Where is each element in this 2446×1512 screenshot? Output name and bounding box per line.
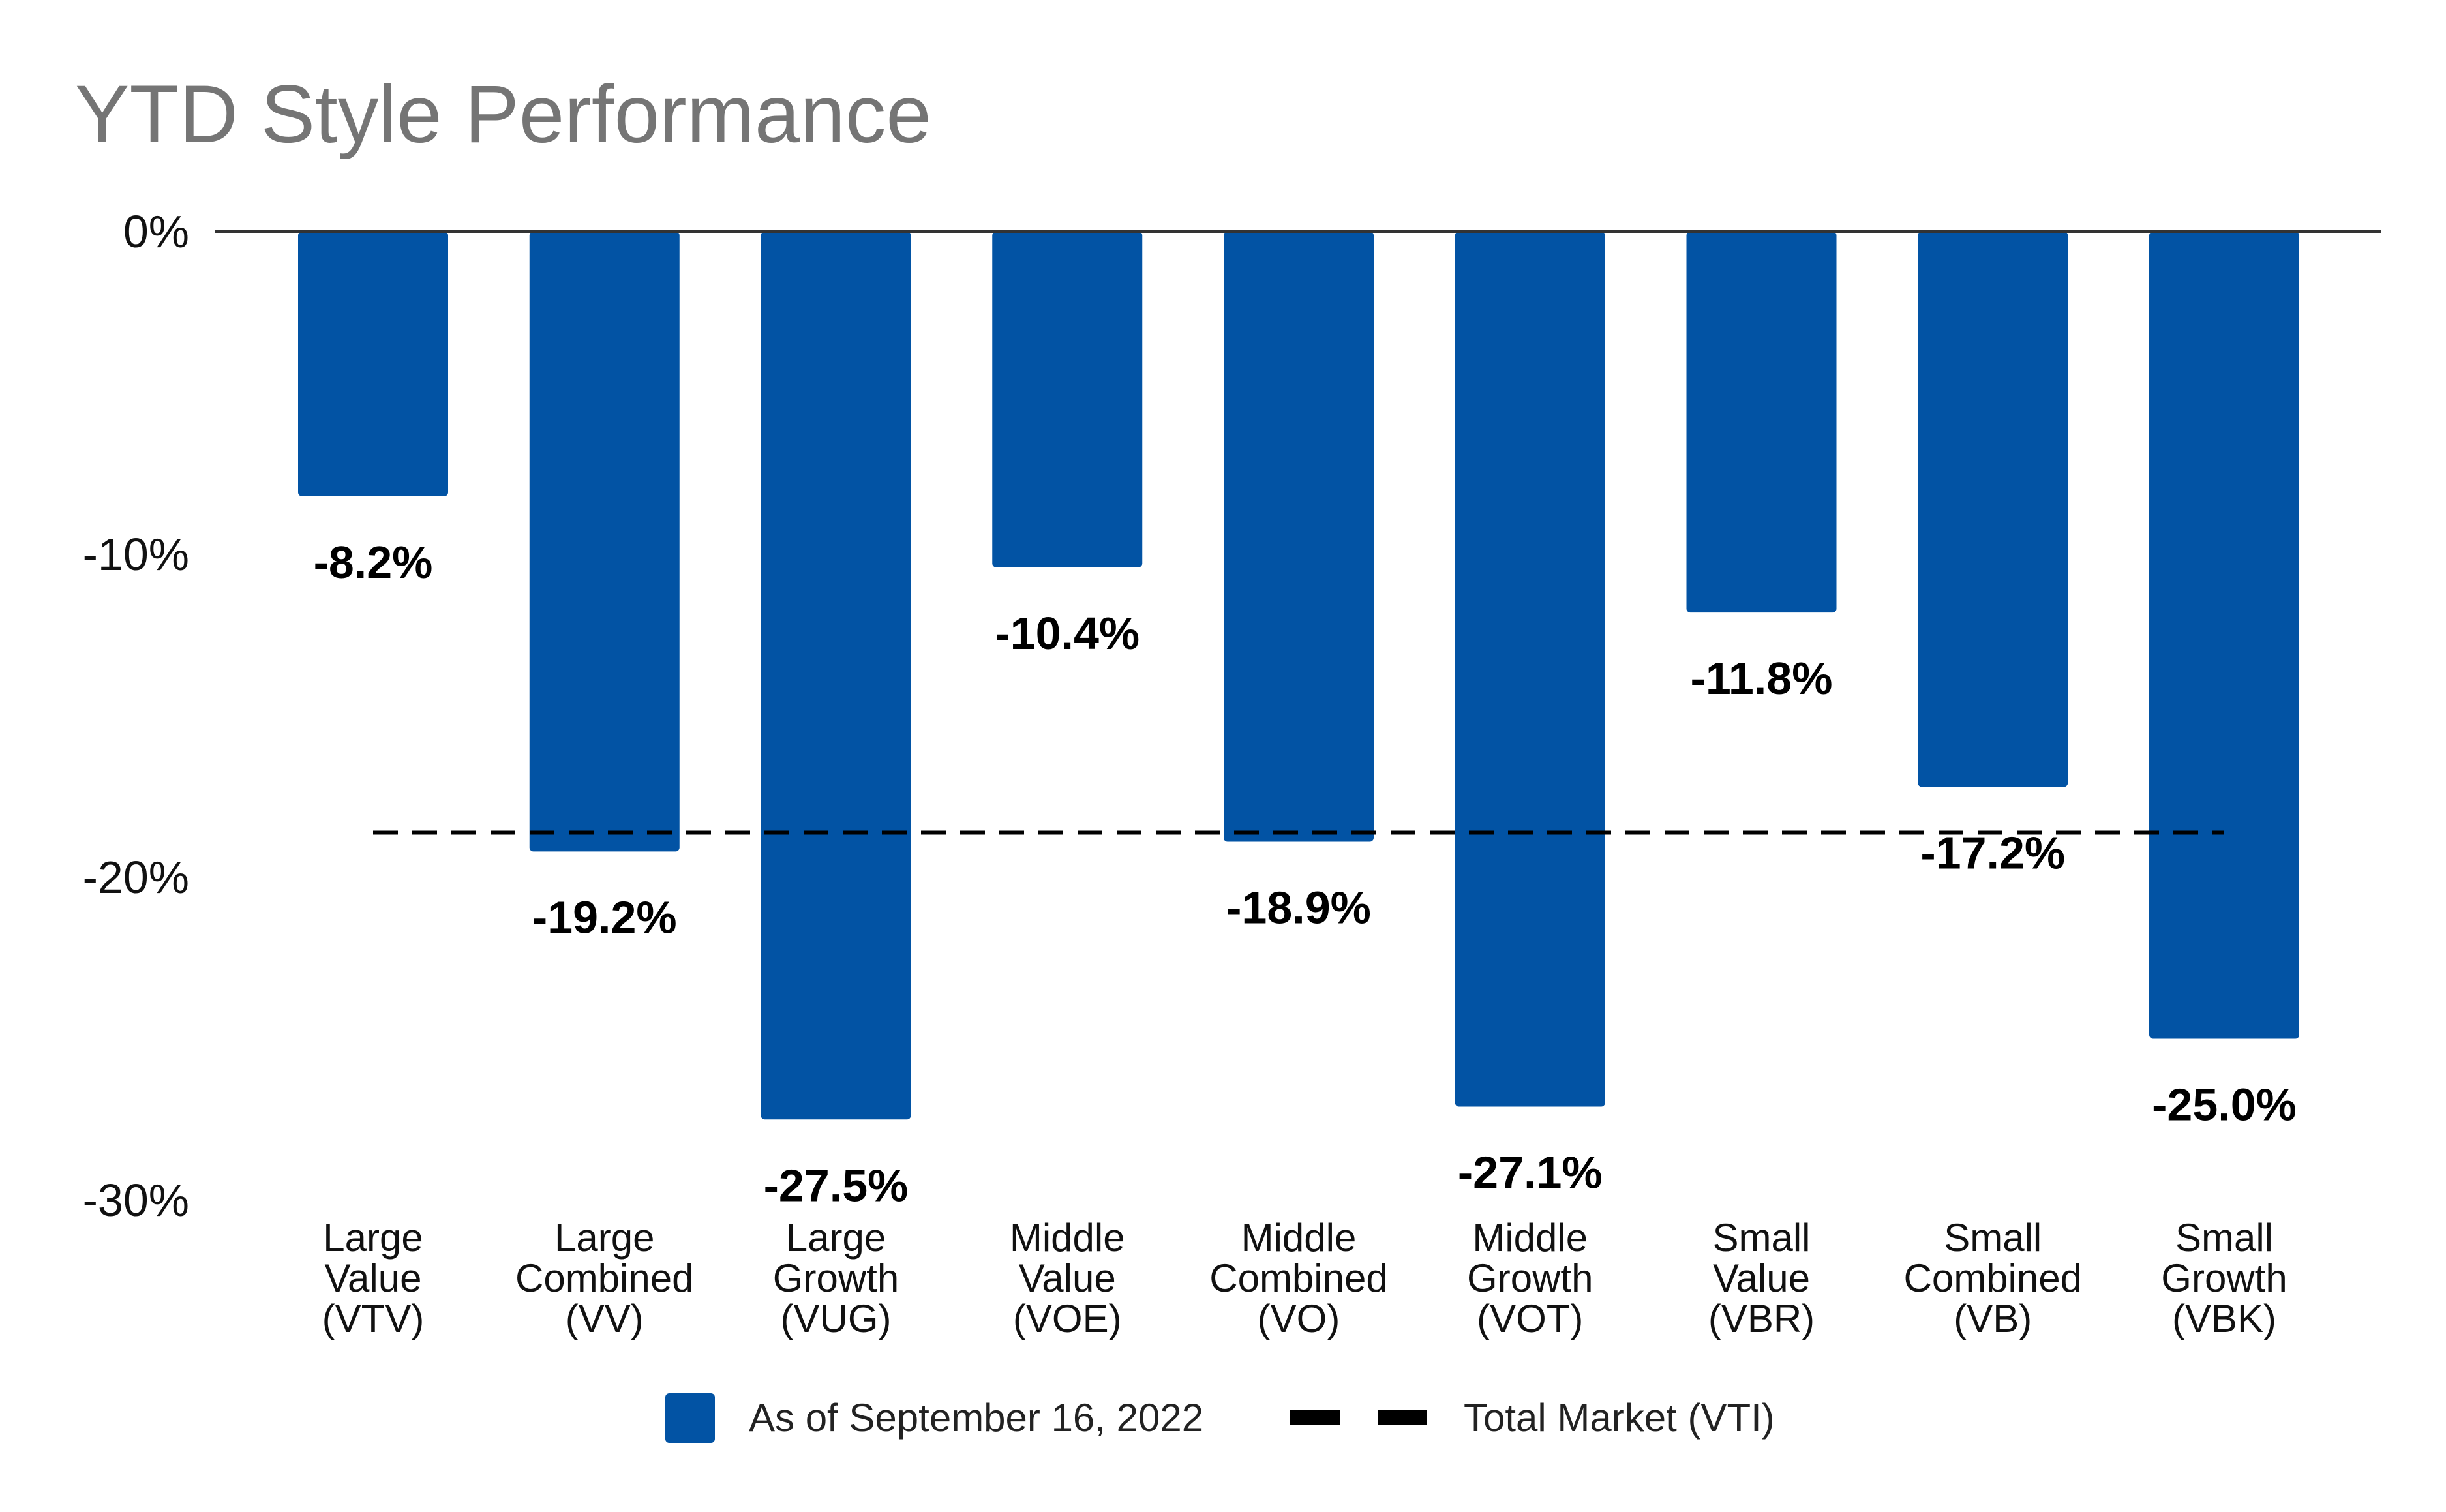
x-axis-category-labels: Large Value (VTV) Large Combined (VV) Large Gro… [322,1216,2287,1340]
x-category-label: Large Value (VTV) [322,1216,425,1340]
x-category-label: Middle Value (VOE) [1010,1216,1125,1340]
x-category-label: Large Combined (VV) [515,1216,694,1340]
legend: As of September 16, 2022 Total Market (VT… [665,1393,1775,1443]
bar [2149,232,2299,1039]
y-tick-label: -10% [83,529,189,580]
value-label: -8.2% [314,537,433,588]
value-label: -27.1% [1458,1147,1603,1198]
bar [298,232,448,496]
value-label: -27.5% [764,1160,909,1211]
bar [1455,232,1605,1107]
x-category-label: Small Growth (VBK) [2161,1216,2287,1340]
y-tick-label: -30% [83,1175,189,1226]
x-category-label: Small Combined (VB) [1904,1216,2083,1340]
legend-swatch-dash [1378,1410,1427,1425]
value-label: -19.2% [532,892,677,943]
bar [992,232,1143,567]
bar [1686,232,1837,613]
value-label: -10.4% [995,608,1140,659]
legend-swatch-bar [665,1393,715,1443]
value-label: -25.0% [2152,1080,2297,1130]
bar [529,232,680,852]
y-tick-label: -20% [83,852,189,903]
bars [298,232,2299,1120]
value-label: -17.2% [1920,827,2065,878]
chart-title: YTD Style Performance [75,69,931,160]
x-category-label: Middle Growth (VOT) [1467,1216,1593,1340]
y-tick-label: 0% [123,206,189,257]
legend-label-series: As of September 16, 2022 [749,1396,1203,1440]
bar [761,232,911,1120]
value-labels: -8.2% -19.2% -27.5% -10.4% -18.9% -27.1% -11.8… [314,537,2297,1211]
legend-label-reference: Total Market (VTI) [1464,1396,1775,1440]
x-category-label: Middle Combined (VO) [1209,1216,1388,1340]
bar [1224,232,1374,842]
legend-swatch-dash [1290,1410,1340,1425]
value-label: -18.9% [1226,883,1371,933]
value-label: -11.8% [1691,653,1833,704]
y-axis: 0% -10% -20% -30% [83,206,189,1226]
x-category-label: Small Value (VBR) [1708,1216,1815,1340]
bar [1918,232,2068,787]
x-category-label: Large Growth (VUG) [773,1216,899,1340]
